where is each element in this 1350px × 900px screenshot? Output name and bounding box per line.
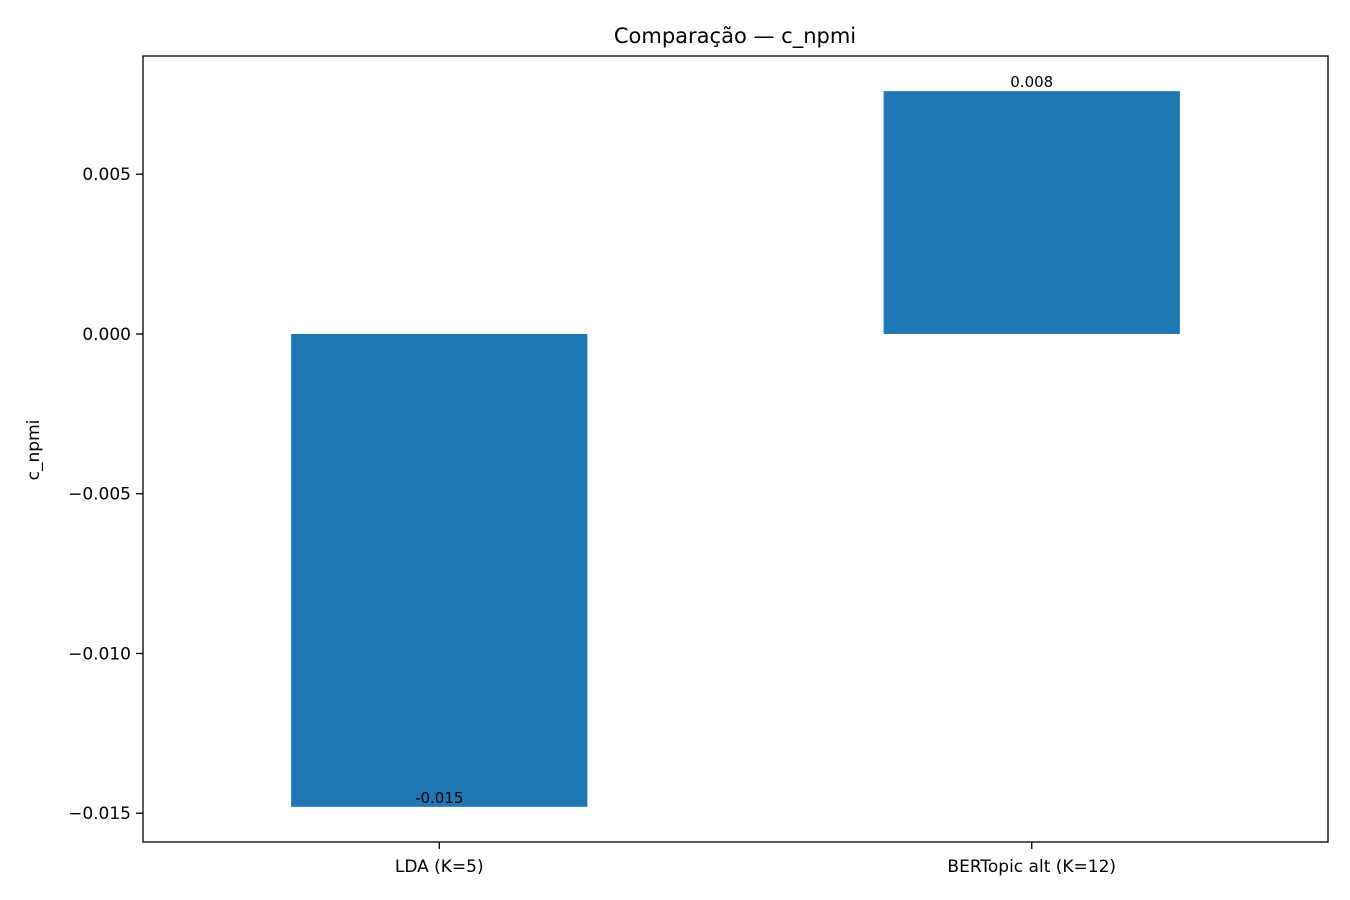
bars-group: [291, 91, 1180, 807]
chart-title: Comparação — c_npmi: [614, 24, 856, 49]
data-label-0: -0.015: [415, 789, 463, 807]
y-tick-label-0: 0.005: [82, 165, 131, 185]
x-tick-label-0: LDA (K=5): [395, 857, 484, 877]
data-label-1: 0.008: [1010, 73, 1053, 91]
bar-0: [291, 333, 588, 807]
y-tick-label-3: −0.010: [68, 644, 131, 664]
y-axis-ticks: 0.005 0.000 −0.005 −0.010 −0.015: [68, 165, 143, 824]
y-tick-label-2: −0.005: [68, 485, 131, 505]
y-axis-label: c_npmi: [24, 420, 44, 481]
x-axis-ticks: LDA (K=5) BERTopic alt (K=12): [395, 842, 1116, 877]
plot-frame: [142, 55, 1329, 843]
data-labels-group: -0.015 0.008: [415, 73, 1053, 807]
bar-1: [883, 91, 1180, 334]
x-tick-label-1: BERTopic alt (K=12): [947, 857, 1116, 877]
y-tick-label-1: 0.000: [82, 325, 131, 345]
y-tick-label-4: −0.015: [68, 804, 131, 824]
